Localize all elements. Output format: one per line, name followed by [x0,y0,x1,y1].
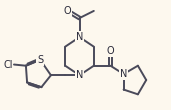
Text: O: O [107,46,114,56]
Text: S: S [37,55,43,65]
Text: N: N [76,70,83,80]
Text: O: O [64,6,71,16]
Text: N: N [76,32,83,42]
Text: Cl: Cl [3,60,13,70]
Text: N: N [120,69,127,79]
